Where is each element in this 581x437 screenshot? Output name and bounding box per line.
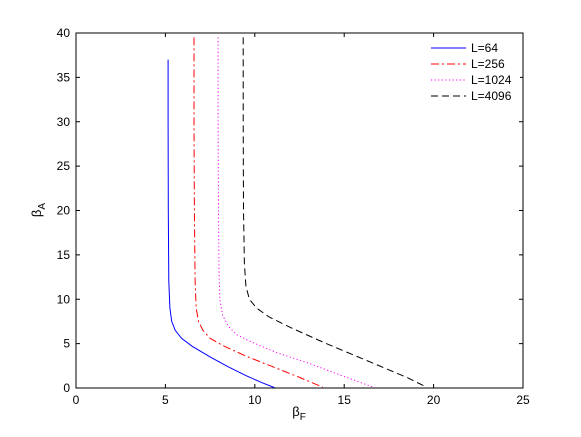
y-tick-label: 0	[63, 381, 70, 395]
x-tick-label: 15	[338, 393, 352, 407]
y-tick-label: 35	[57, 70, 71, 84]
y-tick-label: 40	[57, 26, 71, 40]
legend-label: L=1024	[471, 73, 512, 87]
legend-box	[423, 40, 520, 108]
y-tick-label: 20	[57, 204, 71, 218]
x-tick-label: 10	[248, 393, 262, 407]
legend-label: L=4096	[471, 89, 512, 103]
y-tick-label: 10	[57, 292, 71, 306]
legend: L=64 L=256 L=1024 L=4096	[423, 40, 520, 108]
x-tick-label: 20	[427, 393, 441, 407]
series-line	[242, 37, 427, 388]
legend-label: L=64	[471, 41, 498, 55]
y-axis-label: βA	[29, 203, 48, 217]
y-tick-label: 30	[57, 115, 71, 129]
series-layer	[167, 37, 427, 389]
y-tick-label: 25	[57, 159, 71, 173]
x-tick-label: 25	[516, 393, 530, 407]
y-axis-ticks: 0 5 10 15 20 25 30 35 40	[57, 26, 523, 395]
series-line	[193, 37, 323, 388]
x-axis-label: βF	[292, 404, 306, 423]
x-tick-label: 0	[73, 393, 80, 407]
series-line	[217, 37, 375, 389]
y-tick-label: 15	[57, 248, 71, 262]
x-tick-label: 5	[162, 393, 169, 407]
x-axis-ticks: 0 5 10 15 20 25	[73, 33, 530, 407]
y-tick-label: 5	[63, 337, 70, 351]
legend-label: L=256	[471, 57, 505, 71]
series-line	[167, 59, 275, 389]
